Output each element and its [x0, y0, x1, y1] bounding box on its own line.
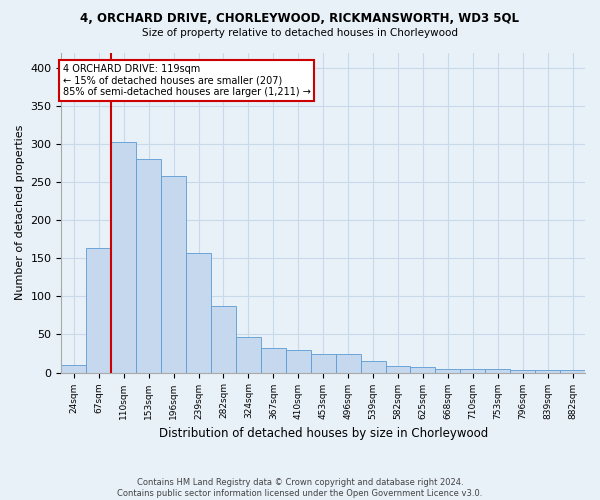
Bar — [161, 176, 186, 372]
Bar — [510, 370, 535, 372]
Bar — [436, 369, 460, 372]
Bar — [410, 367, 436, 372]
Bar — [460, 369, 485, 372]
Bar — [186, 253, 211, 372]
Bar — [211, 306, 236, 372]
Bar — [311, 354, 335, 372]
Bar — [61, 365, 86, 372]
Bar — [361, 361, 386, 372]
Bar — [535, 370, 560, 372]
Bar — [386, 366, 410, 372]
Bar — [485, 369, 510, 372]
Bar — [335, 354, 361, 372]
Bar — [86, 248, 111, 372]
Bar — [286, 350, 311, 372]
Bar — [560, 370, 585, 372]
X-axis label: Distribution of detached houses by size in Chorleywood: Distribution of detached houses by size … — [158, 427, 488, 440]
Bar — [136, 159, 161, 372]
Text: Size of property relative to detached houses in Chorleywood: Size of property relative to detached ho… — [142, 28, 458, 38]
Y-axis label: Number of detached properties: Number of detached properties — [15, 125, 25, 300]
Text: 4, ORCHARD DRIVE, CHORLEYWOOD, RICKMANSWORTH, WD3 5QL: 4, ORCHARD DRIVE, CHORLEYWOOD, RICKMANSW… — [80, 12, 520, 26]
Text: 4 ORCHARD DRIVE: 119sqm
← 15% of detached houses are smaller (207)
85% of semi-d: 4 ORCHARD DRIVE: 119sqm ← 15% of detache… — [62, 64, 311, 97]
Bar — [236, 337, 261, 372]
Text: Contains HM Land Registry data © Crown copyright and database right 2024.
Contai: Contains HM Land Registry data © Crown c… — [118, 478, 482, 498]
Bar — [261, 348, 286, 372]
Bar — [111, 142, 136, 372]
